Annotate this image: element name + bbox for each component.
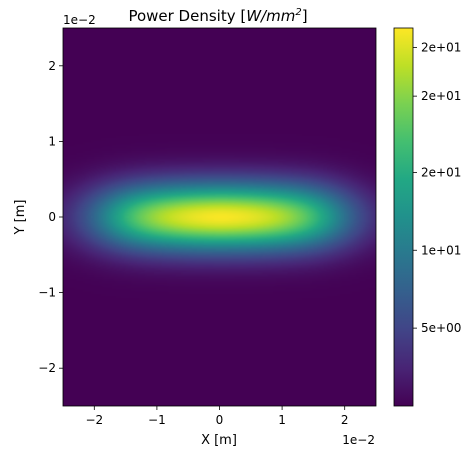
colorbar-tick-label: 2e+01 <box>421 89 461 103</box>
x-tick-label: 0 <box>216 413 224 427</box>
colorbar-tick-label: 1e+01 <box>421 243 461 257</box>
y-axis-ticks: −2 −1 0 1 2 <box>38 59 63 375</box>
y-tick-label: 1 <box>48 134 56 148</box>
x-offset-text: 1e−2 <box>342 433 375 447</box>
colorbar-frame <box>393 27 414 407</box>
y-tick-label: 2 <box>48 59 56 73</box>
colorbar <box>394 28 413 406</box>
chart-title: Power Density [W/mm2] <box>128 7 307 25</box>
x-axis-ticks: −2 −1 0 1 2 <box>85 406 349 427</box>
colorbar-tick-label: 2e+01 <box>421 40 461 54</box>
colorbar-ticks: 5e+00 1e+01 2e+01 2e+01 2e+01 <box>413 40 461 335</box>
y-tick-label: −2 <box>38 361 56 375</box>
x-tick-label: −1 <box>148 413 166 427</box>
colorbar-tick-label: 5e+00 <box>421 321 461 335</box>
y-axis-label: Y [m] <box>13 200 28 236</box>
x-tick-label: 1 <box>278 413 286 427</box>
x-tick-label: 2 <box>341 413 349 427</box>
y-tick-label: −1 <box>38 286 56 300</box>
x-tick-label: −2 <box>85 413 103 427</box>
x-axis-label: X [m] <box>201 433 237 448</box>
heatmap-image <box>63 28 376 406</box>
colorbar-tick-label: 2e+01 <box>421 165 461 179</box>
y-tick-label: 0 <box>48 210 56 224</box>
y-offset-text: 1e−2 <box>63 13 96 27</box>
